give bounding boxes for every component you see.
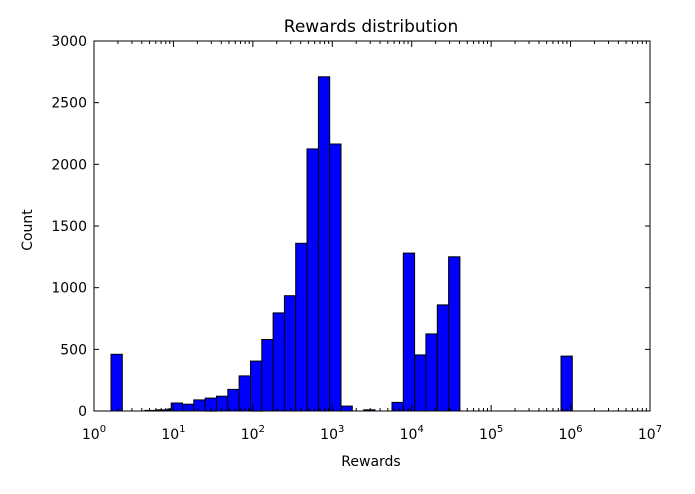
x-tick-label: 107 bbox=[638, 424, 662, 443]
histogram-bar bbox=[317, 76, 331, 412]
histogram-bar bbox=[193, 399, 206, 412]
histogram-bar bbox=[216, 395, 229, 412]
y-tick-label: 1000 bbox=[51, 281, 87, 297]
histogram-bar bbox=[238, 375, 251, 412]
histogram-bar bbox=[448, 256, 461, 412]
histogram-bar bbox=[182, 403, 195, 412]
y-tick-label: 1500 bbox=[51, 219, 87, 235]
chart-title: Rewards distribution bbox=[284, 17, 458, 37]
histogram-bar bbox=[170, 402, 183, 412]
histogram-bar bbox=[414, 354, 427, 412]
y-tick-label: 2000 bbox=[51, 157, 87, 173]
histogram-bar bbox=[250, 360, 263, 412]
x-tick-label: 102 bbox=[241, 424, 265, 443]
plot-frame bbox=[93, 40, 651, 412]
x-tick-label: 100 bbox=[82, 424, 106, 443]
y-axis-label: Count bbox=[20, 209, 36, 251]
x-tick-label: 104 bbox=[400, 424, 424, 443]
histogram-bar bbox=[436, 304, 450, 412]
bars-group bbox=[110, 76, 573, 412]
histogram-bar bbox=[295, 242, 308, 412]
y-tick-label: 3000 bbox=[51, 34, 87, 50]
histogram-bar bbox=[425, 333, 438, 412]
x-tick-label: 103 bbox=[320, 424, 344, 443]
histogram-bar bbox=[306, 148, 319, 412]
histogram-bar bbox=[402, 252, 416, 412]
histogram-bar bbox=[227, 388, 240, 412]
y-tick-label: 2500 bbox=[51, 96, 87, 112]
histogram-bar bbox=[261, 339, 274, 412]
y-tick-label: 0 bbox=[78, 404, 87, 420]
histogram-bar bbox=[560, 355, 573, 412]
x-axis-label: Rewards bbox=[341, 454, 400, 470]
y-tick-label: 500 bbox=[60, 342, 87, 358]
x-tick-label: 105 bbox=[479, 424, 503, 443]
x-tick-label: 101 bbox=[161, 424, 185, 443]
x-tick-label: 106 bbox=[558, 424, 582, 443]
histogram-bar bbox=[329, 143, 342, 412]
histogram-bar bbox=[283, 295, 297, 412]
x-axis-ticks: 100 101 102 103 104 105 106 107 bbox=[82, 41, 662, 443]
histogram-bar bbox=[272, 312, 285, 412]
y-axis-ticks: 0 500 1000 1500 2000 2500 3000 bbox=[51, 34, 650, 420]
histogram-bar bbox=[340, 405, 353, 412]
histogram-bar bbox=[110, 353, 123, 412]
